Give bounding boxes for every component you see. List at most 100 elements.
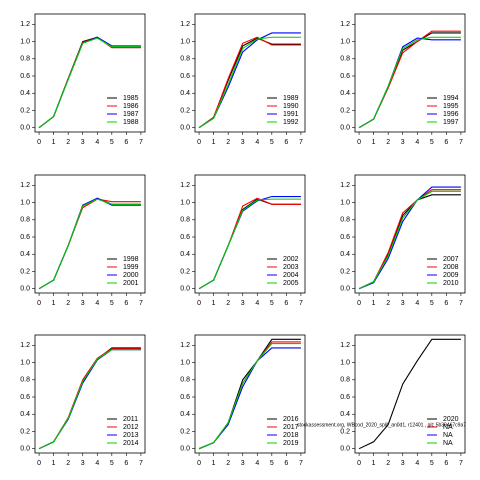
series-line: [198, 36, 301, 129]
legend-label: 1997: [443, 119, 459, 126]
legend-label: 1991: [283, 111, 299, 118]
y-tick-label: 0.8: [340, 377, 350, 384]
y-tick-label: 1.0: [20, 199, 30, 206]
x-tick-label: 1: [52, 460, 56, 467]
x-tick-label: 3: [241, 300, 245, 307]
x-tick-label: 3: [401, 460, 405, 467]
x-tick-label: 5: [430, 139, 434, 146]
legend-label: 2014: [123, 440, 139, 447]
plot-frame: [194, 13, 306, 133]
plot-frame: [354, 174, 466, 294]
y-tick-label: 1.2: [20, 21, 30, 28]
y-tick-label: 0.6: [180, 73, 190, 80]
y-tick-label: 0.2: [180, 268, 190, 275]
y-tick-label: 1.2: [340, 182, 350, 189]
x-tick-label: 3: [81, 460, 85, 467]
panel: 0 1 2 3 4 5 6 7 0.0 0.2 0.4 0.6 0.8 1.0 1.2 20072008200…: [340, 174, 466, 307]
series-line: [358, 338, 461, 450]
legend-label: 2020: [443, 416, 459, 423]
y-tick-label: 0.2: [180, 428, 190, 435]
x-tick-label: 2: [386, 139, 390, 146]
x-tick-label: 6: [124, 139, 128, 146]
legend-label: 1990: [283, 103, 299, 110]
legend-label: 2003: [283, 264, 299, 271]
x-tick-label: 0: [357, 300, 361, 307]
y-tick-label: 0.4: [20, 411, 30, 418]
legend-label: 1996: [443, 111, 459, 118]
y-tick-label: 0.8: [20, 56, 30, 63]
x-tick-label: 2: [226, 139, 230, 146]
legend-label: 1995: [443, 103, 459, 110]
x-tick-label: 1: [52, 139, 56, 146]
legend-label: 1999: [123, 264, 139, 271]
y-tick-label: 0.4: [340, 90, 350, 97]
plot-frame: [354, 334, 466, 454]
x-tick-label: 7: [459, 300, 463, 307]
panel: 0 1 2 3 4 5 6 70.00.20.40.60.81.01.219981999200…: [20, 174, 146, 307]
y-tick-label: 0.8: [20, 377, 30, 384]
y-tick-label: 0.2: [340, 428, 350, 435]
x-tick-label: 3: [241, 139, 245, 146]
x-tick-label: 1: [212, 139, 216, 146]
legend-label: NA: [443, 432, 453, 439]
plot-frame: [34, 174, 146, 294]
x-tick-label: 1: [52, 300, 56, 307]
legend-label: 1987: [123, 111, 139, 118]
y-tick-label: 0.4: [20, 90, 30, 97]
legend-label: 2002: [283, 256, 299, 263]
x-tick-label: 0: [37, 300, 41, 307]
x-tick-label: 2: [66, 460, 70, 467]
y-tick-label: 1.2: [340, 21, 350, 28]
x-tick-label: 2: [386, 300, 390, 307]
x-tick-label: 7: [139, 460, 143, 467]
y-tick-label: 0.8: [340, 217, 350, 224]
y-tick-label: 1.0: [180, 199, 190, 206]
y-tick-label: 1.2: [20, 182, 30, 189]
y-tick-label: 0.0: [20, 446, 30, 453]
y-tick-label: 0.4: [340, 411, 350, 418]
y-tick-label: 0.0: [340, 286, 350, 293]
y-tick-label: 1.0: [20, 359, 30, 366]
y-tick-label: 0.6: [20, 394, 30, 401]
series-line: [38, 37, 141, 129]
x-tick-label: 2: [66, 139, 70, 146]
y-tick-label: 0.8: [180, 217, 190, 224]
x-tick-label: 5: [270, 139, 274, 146]
x-tick-label: 0: [37, 460, 41, 467]
legend-label: 2008: [443, 264, 459, 271]
y-tick-label: 0.4: [20, 251, 30, 258]
y-tick-label: 1.2: [20, 342, 30, 349]
y-tick-label: 0.0: [180, 286, 190, 293]
y-tick-label: 0.0: [20, 125, 30, 132]
legend-label: 2017: [283, 424, 299, 431]
x-tick-label: 3: [401, 300, 405, 307]
y-tick-label: 1.2: [180, 21, 190, 28]
y-tick-label: 0.0: [20, 286, 30, 293]
y-tick-label: 1.2: [180, 342, 190, 349]
y-tick-label: 0.6: [340, 394, 350, 401]
panel: 0 1 2 3 4 5 6 70.00.20.40.60.81.01.219891990199…: [180, 13, 306, 146]
x-tick-label: 2: [226, 460, 230, 467]
y-tick-label: 0.0: [180, 125, 190, 132]
y-tick-label: 0.2: [340, 107, 350, 114]
y-tick-label: 1.0: [20, 38, 30, 45]
x-tick-label: 5: [430, 460, 434, 467]
y-tick-label: 0.4: [180, 90, 190, 97]
x-tick-label: 6: [284, 460, 288, 467]
plot-frame: [194, 174, 306, 294]
x-tick-label: 4: [415, 139, 419, 146]
x-tick-label: 0: [197, 460, 201, 467]
x-tick-label: 4: [255, 139, 259, 146]
panel: 0 1 2 3 4 5 6 70.00.20.40.60.81.01.219941995199…: [340, 13, 466, 146]
panel: 0 1 2 3 4 5 6 70.00.20.40.60.81.01.219851986198…: [20, 13, 146, 146]
y-tick-label: 0.6: [340, 73, 350, 80]
legend-label: 1989: [283, 95, 299, 102]
x-tick-label: 7: [299, 139, 303, 146]
plot-frame: [194, 334, 306, 454]
x-tick-label: 1: [372, 460, 376, 467]
x-tick-label: 1: [212, 460, 216, 467]
series-line: [198, 198, 301, 290]
y-tick-label: 1.0: [180, 38, 190, 45]
